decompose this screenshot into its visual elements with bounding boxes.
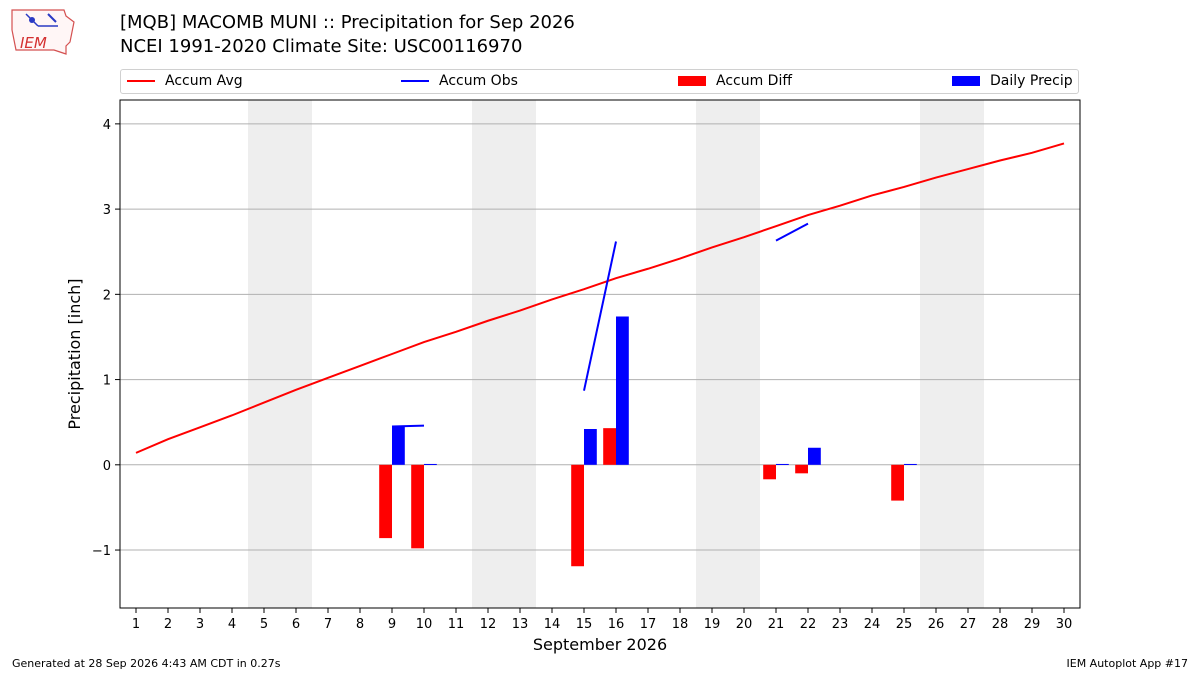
y-tick-label: 2 (103, 288, 111, 303)
legend-swatch-daily-precip (952, 76, 980, 86)
legend-item-accum-diff: Accum Diff (678, 73, 792, 89)
x-tick-label: 19 (704, 617, 721, 632)
x-tick-label: 8 (356, 617, 364, 632)
iowa-outline (11, 9, 75, 55)
x-tick-label: 22 (800, 617, 817, 632)
legend-swatch-accum-avg (127, 80, 155, 82)
x-tick-label: 14 (544, 617, 561, 632)
x-tick-label: 1 (132, 617, 140, 632)
x-tick-label: 15 (576, 617, 593, 632)
chart-title: [MQB] MACOMB MUNI :: Precipitation for S… (120, 12, 575, 33)
x-tick-label: 12 (480, 617, 497, 632)
iem-logo-graphic: IEM (11, 9, 75, 55)
generated-timestamp: Generated at 28 Sep 2026 4:43 AM CDT in … (12, 657, 281, 670)
app-credit: IEM Autoplot App #17 (1066, 657, 1189, 670)
logo-text: IEM (20, 34, 47, 52)
x-tick-label: 23 (832, 617, 849, 632)
anemometer-icon (47, 13, 57, 23)
plot-frame (119, 99, 1081, 609)
y-tick-label: 4 (103, 118, 111, 133)
bar-layer (379, 316, 917, 567)
x-tick-label: 20 (736, 617, 753, 632)
weekend-band-1 (472, 100, 536, 608)
weekend-band-3 (920, 100, 984, 608)
x-axis-label: September 2026 (533, 635, 667, 654)
legend-item-daily-precip: Daily Precip (952, 73, 1073, 89)
accum-diff-bar (411, 464, 424, 549)
x-tick-label: 30 (1056, 617, 1073, 632)
y-tick-label: −1 (92, 544, 111, 559)
iem-logo: IEM (8, 6, 80, 58)
daily-precip-bar (424, 463, 437, 465)
x-tick-label: 4 (228, 617, 236, 632)
x-tick-label: 10 (416, 617, 433, 632)
y-axis-label: Precipitation [inch] (65, 278, 84, 429)
daily-precip-bar (392, 426, 405, 465)
legend-swatch-accum-diff (678, 76, 706, 86)
daily-precip-bar (616, 316, 629, 465)
daily-precip-bar (584, 429, 597, 465)
accum-diff-bar (795, 464, 808, 474)
legend-item-accum-avg: Accum Avg (127, 73, 243, 89)
y-tick-label: 0 (103, 459, 111, 474)
x-tick-label: 24 (864, 617, 881, 632)
x-tick-label: 16 (608, 617, 625, 632)
accum-diff-bar (891, 464, 904, 501)
x-tick-label: 29 (1024, 617, 1041, 632)
legend-label-accum-diff: Accum Diff (716, 73, 793, 89)
accum-diff-bar (571, 464, 584, 567)
legend-label-daily-precip: Daily Precip (990, 73, 1073, 89)
gridline-layer (120, 123, 1080, 551)
accum-obs-line-1 (583, 241, 617, 391)
accum-diff-bar (603, 428, 616, 465)
x-tick-label: 28 (992, 617, 1009, 632)
x-tick-label: 5 (260, 617, 268, 632)
x-tick-label: 2 (164, 617, 172, 632)
chart-subtitle: NCEI 1991-2020 Climate Site: USC00116970 (120, 36, 523, 57)
x-tick-label: 21 (768, 617, 785, 632)
daily-precip-bar (808, 447, 821, 465)
x-tick-label: 17 (640, 617, 657, 632)
x-tick-label: 9 (388, 617, 396, 632)
x-tick-label: 11 (448, 617, 465, 632)
x-tick-label: 3 (196, 617, 204, 632)
weekend-band-2 (696, 100, 760, 608)
legend-swatch-accum-obs (401, 80, 429, 82)
x-tick-label: 18 (672, 617, 689, 632)
accum-diff-bar (379, 464, 392, 539)
x-tick-label: 26 (928, 617, 945, 632)
y-tick-label: 1 (103, 374, 111, 389)
weekend-shading-layer (248, 100, 984, 608)
accum-diff-bar (763, 464, 776, 480)
legend-label-accum-obs: Accum Obs (439, 73, 518, 89)
x-tick-label: 7 (324, 617, 332, 632)
x-tick-label: 27 (960, 617, 977, 632)
accum-obs-line-2 (775, 222, 809, 242)
line-layer (135, 142, 1065, 454)
weekend-band-0 (248, 100, 312, 608)
x-tick-label: 25 (896, 617, 913, 632)
x-tick-label: 13 (512, 617, 529, 632)
daily-precip-bar (904, 463, 917, 465)
wind-vane-icon (25, 13, 39, 27)
daily-precip-bar (776, 463, 789, 465)
legend-item-accum-obs: Accum Obs (401, 73, 518, 89)
x-tick-label: 6 (292, 617, 300, 632)
y-tick-label: 3 (103, 203, 111, 218)
legend-label-accum-avg: Accum Avg (165, 73, 243, 89)
accum-obs-line-0 (391, 424, 425, 428)
legend: Accum Avg Accum Obs Accum Diff Daily Pre… (120, 69, 1079, 94)
accum-avg-line (135, 142, 1065, 454)
